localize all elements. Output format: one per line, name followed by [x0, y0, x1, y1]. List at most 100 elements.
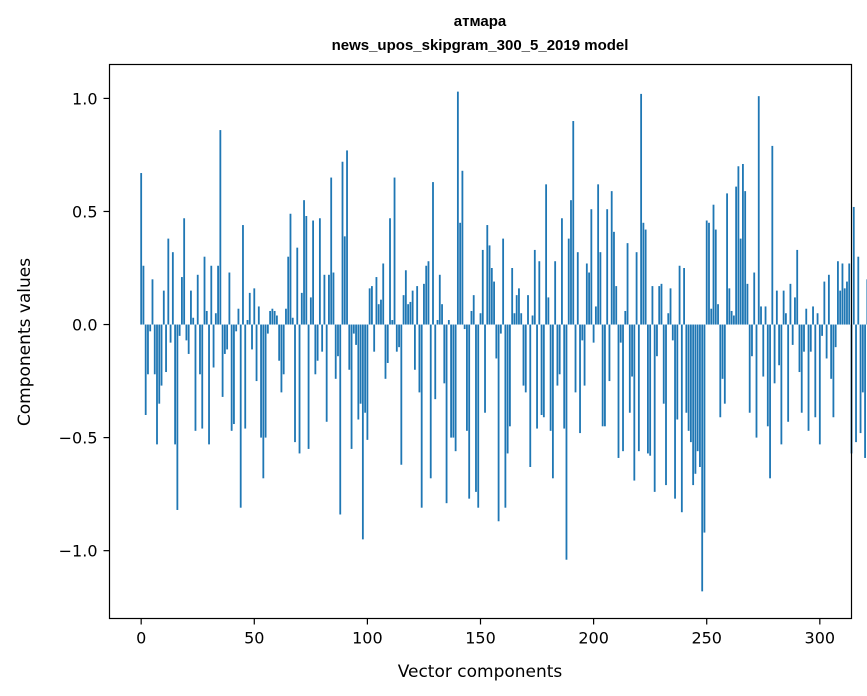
bar-153 [486, 225, 489, 325]
bar-143 [463, 324, 466, 330]
bar-31 [210, 265, 213, 325]
bar-54 [262, 324, 265, 479]
bar-134 [443, 324, 446, 384]
bar-187 [563, 324, 566, 429]
bar-192 [574, 324, 577, 393]
bar-169 [522, 324, 525, 386]
bar-151 [481, 249, 484, 325]
bar-171 [527, 295, 529, 325]
bar-225 [649, 324, 652, 456]
bar-95 [355, 324, 357, 345]
bar-67 [291, 317, 294, 325]
bar-126 [425, 265, 428, 325]
bar-12 [167, 238, 170, 325]
bar-226 [651, 286, 654, 325]
bar-274 [760, 306, 762, 325]
bar-288 [791, 324, 794, 345]
bar-75 [309, 297, 312, 325]
bar-294 [805, 308, 808, 325]
bar-137 [450, 324, 452, 438]
bar-209 [613, 231, 615, 325]
bar-188 [565, 324, 568, 560]
bar-42 [235, 324, 238, 332]
bar-29 [205, 310, 208, 325]
x-tick-label-0: 0 [136, 629, 146, 648]
bar-213 [622, 324, 624, 452]
bar-318 [859, 324, 862, 434]
bar-7 [156, 324, 158, 445]
bar-130 [434, 324, 437, 400]
bar-125 [423, 283, 425, 325]
bar-3 [147, 324, 149, 375]
bar-193 [576, 252, 579, 325]
bar-83 [328, 274, 330, 325]
bar-97 [359, 324, 362, 404]
bar-147 [472, 295, 475, 325]
bar-156 [493, 281, 495, 325]
bar-163 [509, 324, 511, 427]
bar-4 [149, 324, 152, 332]
bar-132 [438, 274, 441, 325]
bars-group [140, 91, 867, 592]
bar-240 [683, 268, 685, 325]
bar-76 [312, 220, 314, 325]
bar-206 [606, 209, 609, 325]
bar-222 [642, 222, 645, 325]
bar-279 [771, 145, 774, 325]
bar-174 [533, 249, 536, 325]
bar-110 [389, 218, 391, 325]
bar-33 [214, 313, 217, 325]
bar-262 [732, 315, 735, 325]
bar-115 [400, 324, 403, 465]
bar-235 [671, 324, 674, 341]
bar-257 [721, 324, 724, 379]
bar-152 [484, 324, 486, 413]
bar-299 [816, 313, 819, 325]
bar-141 [459, 222, 462, 325]
bar-250 [705, 220, 708, 325]
bar-13 [169, 324, 172, 343]
bar-38 [226, 324, 229, 350]
bar-312 [846, 281, 848, 325]
bar-51 [255, 324, 258, 382]
bar-234 [669, 288, 672, 325]
bar-81 [323, 274, 326, 325]
bar-78 [316, 324, 319, 361]
x-axis: 0 50 100 150 200 250 300 [136, 618, 835, 648]
bar-96 [357, 324, 360, 420]
bar-191 [572, 121, 575, 325]
bar-204 [601, 324, 604, 427]
bar-202 [597, 184, 600, 325]
bar-43 [237, 308, 240, 325]
bar-305 [830, 324, 833, 379]
bar-120 [411, 290, 414, 325]
bar-293 [803, 324, 805, 352]
bar-230 [660, 283, 663, 325]
bar-155 [490, 268, 493, 325]
bar-317 [857, 256, 860, 325]
bar-212 [619, 324, 622, 343]
bar-311 [843, 288, 846, 325]
bar-109 [386, 324, 389, 363]
bar-268 [746, 283, 749, 325]
bar-307 [834, 324, 837, 348]
bar-84 [330, 177, 333, 325]
bar-255 [717, 304, 719, 325]
bar-201 [594, 306, 597, 325]
bar-25 [196, 274, 199, 325]
bar-129 [432, 182, 434, 325]
x-axis-label: Vector components [398, 662, 563, 682]
bar-218 [633, 324, 636, 481]
bar-22 [190, 290, 192, 325]
bar-52 [257, 306, 260, 325]
bar-6 [153, 324, 156, 375]
bar-241 [685, 324, 688, 413]
bar-166 [515, 295, 518, 325]
bar-72 [303, 200, 305, 325]
bar-131 [436, 320, 439, 325]
bar-194 [579, 324, 581, 434]
bar-87 [337, 324, 339, 357]
bar-301 [821, 324, 823, 336]
y-tick-label-0: −1.0 [59, 542, 98, 561]
bar-74 [307, 324, 310, 449]
